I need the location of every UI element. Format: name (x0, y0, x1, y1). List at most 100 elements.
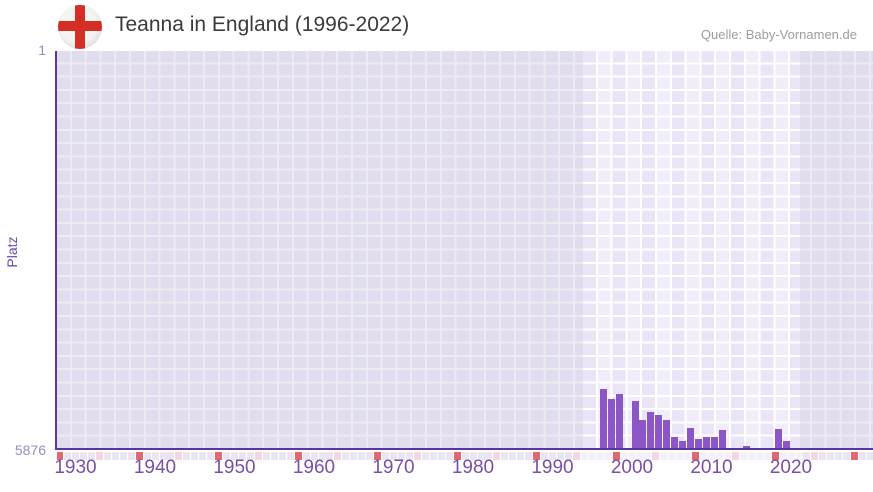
bar-2002[interactable] (647, 412, 655, 448)
year-cell-1940 (151, 452, 159, 460)
x-tick-1980: 1980 (451, 457, 495, 478)
year-cell-2022 (803, 452, 811, 460)
year-cell-1928 (57, 452, 64, 460)
year-cell-1966 (358, 452, 366, 460)
year-cell-1972 (405, 452, 413, 460)
year-cell-1931 (80, 452, 87, 460)
year-cell-1952 (246, 452, 254, 460)
bar-2008[interactable] (695, 438, 703, 448)
bar-2019[interactable] (782, 441, 790, 448)
y-axis-line (55, 51, 57, 450)
year-cell-1989 (541, 452, 549, 460)
year-cell-1935 (111, 452, 119, 460)
bar-2009[interactable] (703, 437, 711, 448)
year-cell-1942 (167, 452, 175, 460)
year-cell-1937 (127, 452, 135, 460)
year-cell-2014 (739, 452, 747, 460)
decade-marker-strip (57, 452, 873, 460)
y-tick-bottom: 5876 (14, 442, 46, 458)
x-tick-2000: 2000 (610, 457, 654, 478)
year-cell-2026 (835, 452, 843, 460)
year-cell-1932 (87, 452, 95, 460)
year-cell-2008 (692, 452, 700, 460)
year-cell-1997 (604, 452, 612, 460)
year-cell-1955 (270, 452, 278, 460)
year-cell-2004 (660, 452, 668, 460)
bar-1996[interactable] (599, 389, 607, 448)
year-cell-2015 (747, 452, 755, 460)
year-cell-1958 (294, 452, 302, 460)
y-tick-top: 1 (38, 42, 46, 58)
year-cell-1994 (580, 452, 588, 460)
year-cell-1930 (72, 452, 79, 460)
year-cell-2028 (851, 452, 859, 460)
year-cell-1959 (302, 452, 310, 460)
year-cell-1963 (334, 452, 342, 460)
bars-container (57, 51, 873, 448)
bar-2004[interactable] (663, 420, 671, 448)
x-axis-labels: 1930 1940 1950 1960 1970 1980 1990 2000 2010 2020 (54, 457, 873, 483)
year-cell-1944 (183, 452, 191, 460)
bar-2014[interactable] (742, 446, 750, 448)
bar-2003[interactable] (655, 415, 663, 448)
year-cell-1992 (564, 452, 572, 460)
year-cell-1951 (239, 452, 246, 460)
x-tick-2010: 2010 (690, 457, 733, 478)
year-cell-1974 (421, 452, 429, 460)
y-axis-title: Platz (4, 236, 20, 268)
year-cell-1962 (326, 452, 334, 460)
year-cell-2005 (668, 452, 676, 460)
bar-1997[interactable] (607, 399, 615, 448)
year-cell-2021 (795, 452, 803, 460)
year-cell-1973 (413, 452, 421, 460)
year-cell-1986 (517, 452, 525, 460)
year-cell-1978 (453, 452, 461, 460)
year-cell-1929 (64, 452, 72, 460)
year-cell-1995 (588, 452, 596, 460)
bar-2000[interactable] (631, 401, 639, 448)
data-period-highlight (583, 51, 800, 448)
bar-2001[interactable] (639, 420, 647, 448)
bar-2005[interactable] (671, 437, 679, 448)
year-cell-1987 (525, 452, 533, 460)
year-cell-2025 (827, 452, 835, 460)
year-cell-1943 (175, 452, 183, 460)
x-tick-1950: 1950 (213, 457, 256, 478)
bar-2010[interactable] (711, 437, 718, 448)
year-cell-1954 (262, 452, 270, 460)
page-title: Teanna in England (1996-2022) (115, 13, 410, 36)
year-cell-2013 (731, 452, 739, 460)
year-cell-1948 (215, 452, 223, 460)
year-cell-2011 (716, 452, 723, 460)
year-cell-1941 (159, 452, 167, 460)
year-cell-2002 (644, 452, 652, 460)
bar-1998[interactable] (615, 394, 623, 448)
x-tick-1930: 1930 (54, 457, 97, 478)
year-cell-1950 (231, 452, 238, 460)
bar-2007[interactable] (687, 428, 695, 448)
x-tick-1970: 1970 (372, 457, 415, 478)
year-cell-2020 (787, 452, 795, 460)
bar-2006[interactable] (679, 441, 687, 448)
year-cell-2012 (723, 452, 731, 460)
year-cell-1977 (445, 452, 453, 460)
bar-2018[interactable] (774, 429, 782, 448)
year-cell-2030 (867, 452, 873, 460)
year-cell-1947 (207, 452, 215, 460)
year-cell-2001 (636, 452, 644, 460)
year-cell-1969 (382, 452, 390, 460)
year-cell-1976 (437, 452, 445, 460)
year-cell-2018 (771, 452, 779, 460)
year-cell-1938 (135, 452, 143, 460)
year-cell-1957 (286, 452, 294, 460)
year-cell-1934 (103, 452, 111, 460)
year-cell-1975 (429, 452, 437, 460)
year-cell-2006 (676, 452, 684, 460)
year-cell-1956 (278, 452, 286, 460)
x-tick-2020: 2020 (769, 457, 813, 478)
year-cell-1993 (572, 452, 580, 460)
year-cell-1999 (620, 452, 628, 460)
bar-2011[interactable] (718, 430, 726, 448)
year-cell-2009 (700, 452, 708, 460)
year-cell-1988 (533, 452, 541, 460)
